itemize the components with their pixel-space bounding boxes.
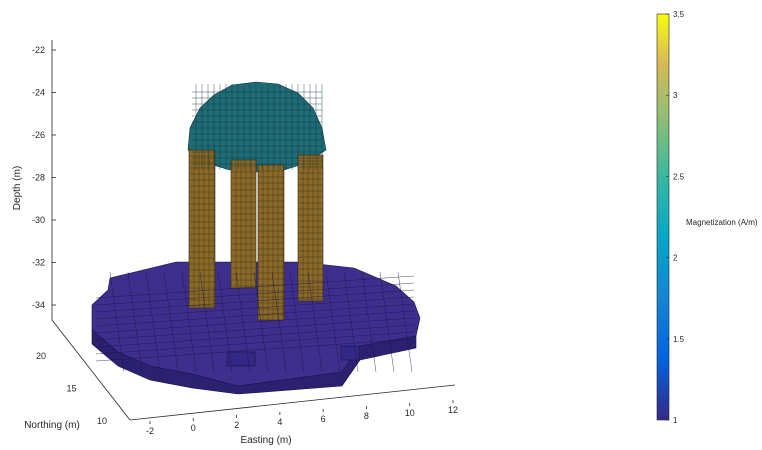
z-tick-label: -22 — [32, 45, 45, 55]
voxel-edge — [199, 271, 215, 373]
z-tick-label: -24 — [32, 88, 45, 98]
voxel-edge — [127, 271, 143, 373]
ticks: -22 -24 -26 -28 -30 -32 -34 10 15 20 -2 0 2 4 6 8 10 12 — [32, 45, 458, 436]
voxel-edge — [145, 271, 161, 373]
colorbar-tick-label: 2.5 — [673, 172, 685, 181]
x-tick-label: 6 — [321, 414, 326, 424]
colorbar-tick-label: 3.5 — [673, 10, 685, 19]
x-tick-label: -2 — [146, 426, 154, 436]
x-tick-label: 4 — [277, 417, 282, 427]
voxel-edge — [235, 271, 251, 373]
z-tick-label: -32 — [32, 258, 45, 268]
voxel-edge — [217, 271, 233, 373]
voxel-edge — [95, 324, 415, 348]
base-step — [340, 345, 360, 361]
base-step — [226, 351, 256, 367]
voxel-edge — [379, 271, 395, 373]
x-tick-label: 12 — [448, 405, 458, 415]
y-tick-label: 15 — [66, 384, 76, 394]
colorbar-label: Magnetization (A/m) — [686, 218, 758, 227]
voxel-edge — [95, 282, 415, 306]
colorbar-tick-label: 3 — [673, 91, 678, 100]
colorbar-tick-label: 1.5 — [673, 335, 685, 344]
voxel-edge — [95, 303, 415, 327]
voxel-edge — [271, 271, 287, 373]
voxel-edge — [325, 271, 341, 373]
colorbar: 1 1.5 2 2.5 3 3.5 — [656, 10, 685, 425]
voxel-edge — [163, 271, 179, 373]
voxel-edge — [289, 271, 305, 373]
column — [257, 164, 285, 321]
voxel-edge — [181, 271, 197, 373]
voxel-edge — [253, 271, 269, 373]
column — [188, 149, 216, 309]
voxel-edge — [307, 271, 323, 373]
voxel-edge — [361, 271, 377, 373]
column — [297, 154, 324, 302]
voxel-edge — [397, 271, 413, 373]
z-tick-label: -30 — [32, 215, 45, 225]
voxel-model — [91, 81, 421, 395]
z-axis-label: Depth (m) — [12, 166, 23, 210]
voxel-edge — [95, 296, 415, 320]
y-tick-label: 20 — [36, 351, 46, 361]
axes — [51, 40, 456, 421]
colorbar-gradient — [656, 13, 670, 421]
y-tick-label: 10 — [97, 416, 107, 426]
voxel-edge — [95, 289, 415, 313]
z-tick-label: -28 — [32, 173, 45, 183]
x-tick-label: 2 — [234, 420, 239, 430]
colorbar-tick-label: 1 — [673, 416, 678, 425]
voxel-edge — [343, 271, 359, 373]
colorbar-tick-label: 2 — [673, 254, 678, 263]
voxel-edge — [109, 271, 125, 373]
y-axis-line — [51, 319, 131, 421]
voxel-edge — [95, 331, 415, 355]
x-axis-label: Easting (m) — [240, 435, 291, 446]
x-tick-label: 0 — [191, 423, 196, 433]
x-tick-label: 10 — [405, 408, 415, 418]
x-axis-line — [129, 384, 456, 421]
y-axis-label: Northing (m) — [24, 420, 80, 431]
z-tick-label: -26 — [32, 130, 45, 140]
column — [230, 159, 257, 289]
z-tick-label: -34 — [32, 300, 45, 310]
voxel-edge — [95, 317, 415, 341]
x-tick-label: 8 — [364, 411, 369, 421]
voxel-edge — [95, 310, 415, 334]
voxel-edge — [95, 338, 415, 362]
